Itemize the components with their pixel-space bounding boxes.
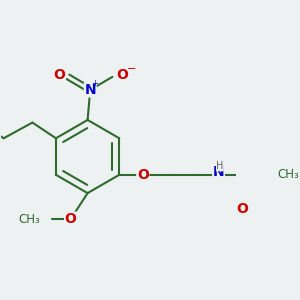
Text: CH₃: CH₃ [277, 168, 299, 181]
Text: +: + [91, 79, 98, 88]
Text: N: N [213, 165, 224, 179]
Text: O: O [116, 68, 128, 82]
Text: O: O [137, 168, 149, 182]
Text: O: O [236, 202, 248, 216]
Text: CH₃: CH₃ [19, 213, 40, 226]
Text: O: O [53, 68, 65, 82]
Text: −: − [127, 64, 137, 74]
Text: O: O [65, 212, 76, 226]
Text: H: H [216, 161, 224, 171]
Text: N: N [84, 83, 96, 97]
